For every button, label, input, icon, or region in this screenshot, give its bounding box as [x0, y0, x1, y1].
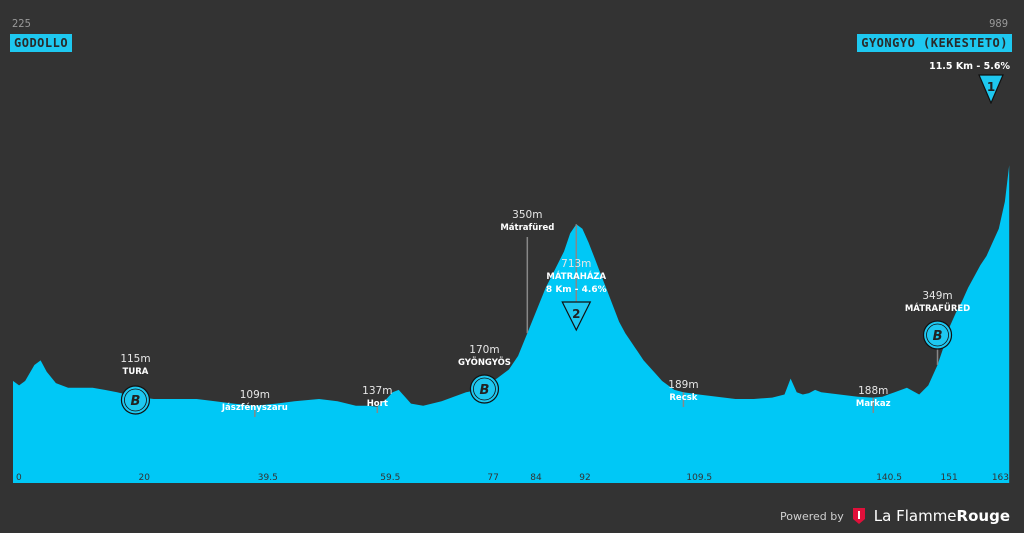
km-tick-label: 59.5 — [380, 473, 400, 483]
marker-name: TURA — [123, 367, 149, 377]
bonus-sprint-ring — [473, 377, 496, 401]
marker-altitude: 189m — [668, 379, 698, 391]
finish-name: GYONGYO (KEKESTETO) — [857, 34, 1012, 52]
marker-name: MÁTRAFÜRED — [905, 302, 970, 314]
start-altitude: 225 — [12, 17, 31, 30]
marker-altitude: 349m — [922, 290, 952, 302]
km-tick-label: 77 — [487, 473, 498, 483]
start-name: GODOLLO — [10, 34, 73, 52]
bonus-sprint-ring — [124, 388, 147, 412]
marker-altitude: 713m — [561, 258, 591, 270]
marker-name: Recsk — [669, 393, 697, 403]
finish-kom-icon: 1 — [978, 74, 1004, 104]
marker-altitude: 109m — [240, 389, 270, 401]
km-tick-label: 109.5 — [686, 473, 712, 483]
km-tick-label: 0 — [16, 473, 22, 483]
km-tick-label: 39.5 — [258, 473, 278, 483]
kom-category-icon — [561, 301, 592, 332]
finish-altitude: 989 — [989, 17, 1008, 30]
bonus-sprint-ring — [926, 323, 949, 347]
marker-altitude: 115m — [120, 353, 150, 365]
marker-altitude: 350m — [512, 209, 542, 221]
bonus-sprint-letter: B — [130, 394, 140, 409]
marker-name: Markaz — [856, 399, 891, 409]
marker-name: Mátrafüred — [500, 223, 554, 233]
bonus-sprint-letter: B — [479, 383, 489, 398]
marker-altitude: 170m — [469, 344, 499, 356]
km-tick-label: 20 — [139, 473, 151, 483]
powered-by-label: Powered by — [780, 509, 844, 523]
footer: Powered by La FlammeRouge — [780, 507, 1010, 525]
profile-area-layer — [13, 165, 1010, 483]
bonus-sprint-letter: B — [933, 329, 943, 344]
marker-name: Jászfényszaru — [221, 402, 288, 413]
bonus-sprint-icon — [469, 374, 500, 404]
marker-altitude: 188m — [858, 385, 888, 397]
flamme-rouge-logo-icon — [852, 508, 865, 524]
marker-climb-info: 8 Km - 4.6% — [546, 285, 607, 295]
finish-climb-info: 11.5 Km - 5.6% — [929, 61, 1010, 72]
marker-altitude: 137m — [362, 385, 392, 397]
marker-name: MÁTRAHÁZA — [546, 270, 606, 282]
km-tick-label: 140.5 — [876, 473, 902, 483]
km-tick-label: 92 — [579, 473, 590, 483]
km-tick-label: 163 — [992, 473, 1009, 483]
bonus-sprint-icon — [120, 385, 151, 415]
bonus-sprint-icon — [922, 320, 953, 350]
kom-category-number: 2 — [572, 307, 580, 321]
km-ticks-layer: 0 20 39.5 59.5 77 84 92 109.5 140.5 151 163 — [16, 473, 1009, 483]
marker-name: GYÖNGYÖS — [458, 357, 511, 368]
marker-name: Hort — [367, 399, 388, 409]
km-tick-label: 151 — [941, 473, 958, 483]
km-tick-label: 84 — [530, 473, 542, 483]
brand-name: La FlammeRouge — [873, 507, 1010, 525]
finish-category: 1 — [987, 80, 995, 94]
elevation-profile-area — [13, 165, 1010, 483]
